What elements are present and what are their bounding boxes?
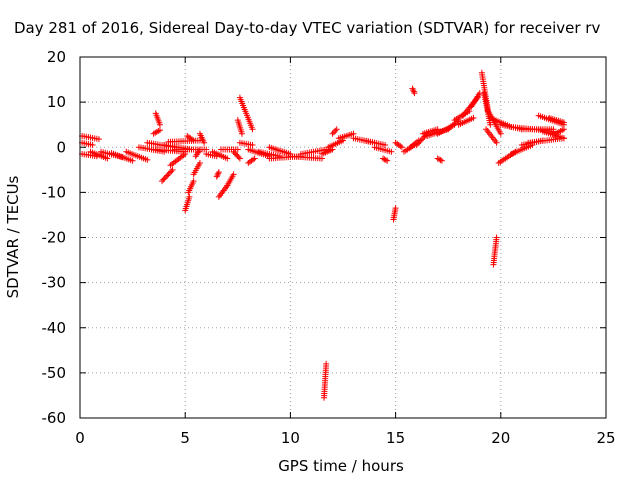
data-point <box>560 135 567 142</box>
data-point <box>330 129 337 136</box>
data-point <box>493 234 500 241</box>
x-tick-label: 0 <box>75 429 85 447</box>
data-point <box>159 178 166 185</box>
y-tick-label: 10 <box>47 93 66 111</box>
data-point <box>323 360 330 367</box>
data-point <box>201 139 208 146</box>
y-tick-label: -20 <box>42 229 67 247</box>
data-point <box>329 146 336 153</box>
data-point <box>398 144 405 151</box>
axis-ticks <box>79 56 607 419</box>
data-point <box>233 151 240 158</box>
y-tick-label: 0 <box>56 138 66 156</box>
data-point <box>417 137 424 144</box>
data-point <box>89 141 96 148</box>
data-point <box>384 157 391 164</box>
y-tick-labels: 20 10 0 -10 -20 -30 -40 -50 -60 <box>42 48 67 427</box>
data-point <box>160 176 167 183</box>
data-point <box>249 126 256 133</box>
x-tick-label: 10 <box>281 429 300 447</box>
data-point <box>214 172 221 179</box>
data-point <box>436 156 443 163</box>
data-point <box>236 155 243 162</box>
data-point <box>190 137 197 144</box>
x-tick-labels: 0 5 10 15 20 25 <box>75 429 615 447</box>
data-point <box>416 139 423 146</box>
data-point <box>190 178 197 185</box>
data-point <box>215 170 222 177</box>
data-point <box>414 140 421 147</box>
data-point <box>249 141 256 148</box>
data-point <box>168 168 175 175</box>
data-point <box>235 154 242 161</box>
y-tick-label: -30 <box>42 274 67 292</box>
data-point <box>410 87 417 94</box>
data-point <box>251 155 258 162</box>
data-point <box>560 126 567 133</box>
data-point <box>161 175 168 182</box>
data-point <box>129 157 136 164</box>
data-point <box>329 130 336 137</box>
data-point <box>392 205 399 212</box>
data-point <box>333 126 340 133</box>
data-point <box>413 141 420 148</box>
data-point <box>487 121 494 128</box>
data-point <box>388 148 395 155</box>
x-axis-label: GPS time / hours <box>278 457 404 475</box>
y-tick-label: -60 <box>42 409 67 427</box>
grid <box>80 57 606 418</box>
data-points <box>79 69 567 401</box>
data-point <box>230 148 237 155</box>
data-point <box>438 157 445 164</box>
data-point <box>144 156 151 163</box>
data-point <box>418 136 425 143</box>
plot-frame <box>79 56 607 419</box>
x-tick-label: 25 <box>596 429 615 447</box>
data-point <box>437 157 444 164</box>
data-point <box>169 166 176 173</box>
y-tick-label: 20 <box>47 48 66 66</box>
data-point <box>166 169 173 176</box>
data-point <box>182 151 189 158</box>
x-tick-label: 5 <box>180 429 190 447</box>
data-point <box>493 139 500 146</box>
data-point <box>156 121 163 128</box>
data-point <box>95 136 102 143</box>
data-point <box>164 172 171 179</box>
data-point <box>560 119 567 126</box>
data-point <box>186 193 193 200</box>
data-point <box>550 126 557 133</box>
data-point <box>234 146 241 153</box>
y-tick-label: -40 <box>42 319 67 337</box>
data-point <box>230 171 237 178</box>
data-point <box>156 127 163 134</box>
y-tick-label: -10 <box>42 183 67 201</box>
data-point <box>163 173 170 180</box>
x-tick-label: 15 <box>386 429 405 447</box>
data-point <box>234 152 241 159</box>
data-point <box>104 155 111 162</box>
y-tick-label: -50 <box>42 364 67 382</box>
data-point <box>224 155 231 162</box>
chart-title: Day 281 of 2016, Sidereal Day-to-day VTE… <box>14 19 600 37</box>
data-point <box>215 169 222 176</box>
data-point <box>165 171 172 178</box>
data-point <box>231 150 238 157</box>
data-point <box>332 127 339 134</box>
data-point <box>382 157 389 164</box>
data-point <box>381 156 388 163</box>
x-tick-label: 20 <box>491 429 510 447</box>
data-point <box>411 90 418 97</box>
y-axis-label: SDTVAR / TECUs <box>4 175 22 298</box>
data-point <box>497 130 504 137</box>
data-point <box>196 146 203 153</box>
data-point <box>196 160 203 167</box>
data-point <box>470 114 477 121</box>
data-point <box>410 88 417 95</box>
data-point <box>239 130 246 137</box>
data-point <box>382 141 389 148</box>
